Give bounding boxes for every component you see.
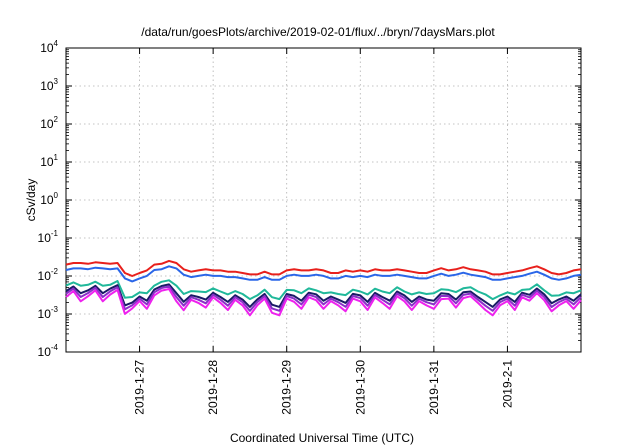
series-line	[65, 288, 582, 317]
y-tick-label: 10-2	[38, 267, 59, 283]
x-axis: 2019-1-27 2019-1-28 2019-1-29 2019-1-30 2019…	[133, 48, 514, 415]
y-tick-label: 10-1	[38, 229, 59, 245]
y-tick-label: 10-4	[38, 343, 59, 359]
y-tick-label: 103	[40, 77, 58, 93]
series-line	[65, 259, 582, 277]
x-tick-label: 2019-1-30	[353, 360, 367, 415]
series-line	[65, 265, 582, 283]
y-tick-label: 101	[40, 153, 58, 169]
chart-title: /data/run/goesPlots/archive/2019-02-01/f…	[141, 25, 495, 39]
x-tick-label: 2019-1-29	[280, 360, 294, 415]
series-line	[65, 279, 582, 301]
x-tick-label: 2019-1-31	[427, 360, 441, 415]
x-tick-label: 2019-1-28	[206, 360, 220, 415]
series-line	[65, 283, 582, 308]
y-tick-label: 10-3	[38, 305, 59, 321]
y-axis-label: cSv/day	[24, 179, 38, 222]
series-group	[65, 259, 582, 317]
y-tick-label: 100	[40, 191, 58, 207]
y-axis: 10-4 10-3 10-2 10-1 100 101 102 103 104	[38, 39, 581, 359]
x-axis-label: Coordinated Universal Time (UTC)	[230, 431, 414, 445]
x-tick-label: 2019-1-27	[133, 360, 147, 415]
y-tick-label: 104	[40, 39, 58, 55]
series-line	[65, 285, 582, 312]
x-tick-label: 2019-2-1	[500, 360, 514, 408]
y-tick-label: 102	[40, 115, 58, 131]
